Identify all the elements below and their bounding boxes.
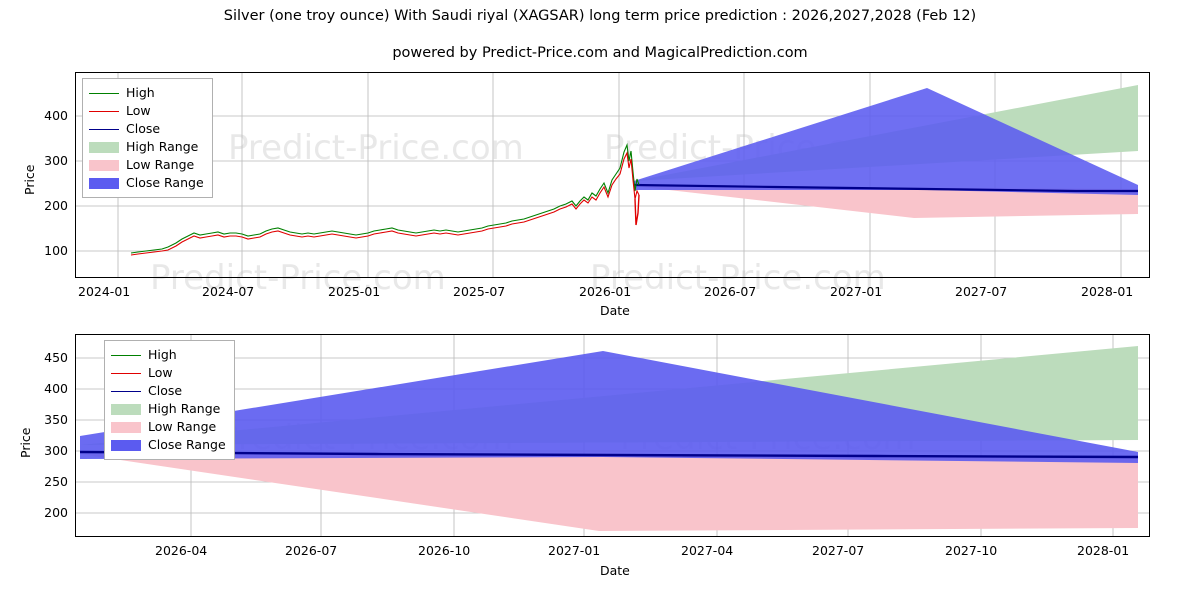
top-xtick-1: 2024-01 — [78, 284, 131, 299]
bottom-xtick-3: 2026-10 — [418, 543, 471, 558]
legend-item-high: High — [89, 84, 204, 102]
bottom-close-range-band — [80, 351, 1138, 463]
bottom-y-axis-label: Price — [18, 427, 33, 459]
legend-item-low: Low — [111, 364, 226, 382]
bottom-xtick-6: 2027-07 — [812, 543, 865, 558]
bottom-close-line — [79, 450, 1139, 459]
legend-label-close-range: Close Range — [148, 437, 226, 452]
legend-item-high-range: High Range — [89, 138, 204, 156]
top-xtick-9: 2028-01 — [1081, 284, 1134, 299]
legend-key-high — [111, 350, 141, 361]
legend-item-high: High — [111, 346, 226, 364]
bottom-ytick-250: 250 — [44, 474, 68, 489]
legend-key-close-range — [111, 439, 141, 451]
legend-key-low — [89, 106, 119, 117]
bottom-ytick-400: 400 — [44, 381, 68, 396]
top-low-spike — [634, 194, 640, 226]
top-ytick-400: 400 — [44, 108, 68, 123]
bottom-x-axis-label: Date — [600, 563, 630, 578]
page-subtitle: powered by Predict-Price.com and Magical… — [392, 45, 808, 61]
legend-key-high — [89, 88, 119, 99]
legend-item-low: Low — [89, 102, 204, 120]
bottom-xtick-7: 2027-10 — [945, 543, 998, 558]
bottom-ytick-450: 450 — [44, 350, 68, 365]
legend-label-low-range: Low Range — [148, 419, 217, 434]
top-high-line — [130, 142, 640, 254]
legend-label-low-range: Low Range — [126, 157, 195, 172]
top-chart-svg — [76, 73, 1149, 277]
legend-item-low-range: Low Range — [111, 418, 226, 436]
top-chart-plot-area — [75, 72, 1150, 278]
top-xtick-6: 2026-07 — [704, 284, 757, 299]
bottom-xtick-5: 2027-04 — [681, 543, 734, 558]
legend-label-high-range: High Range — [126, 139, 199, 154]
bottom-xtick-2: 2026-07 — [285, 543, 338, 558]
bottom-low-range-band — [80, 454, 1138, 531]
bottom-chart-plot-area — [75, 334, 1150, 537]
top-chart-legend: High Low Close High Range Low Range Clos… — [82, 78, 213, 198]
legend-item-high-range: High Range — [111, 400, 226, 418]
legend-item-close: Close — [111, 382, 226, 400]
legend-item-close-range: Close Range — [89, 174, 204, 192]
legend-key-low-range — [111, 421, 141, 433]
bottom-xtick-8: 2028-01 — [1077, 543, 1130, 558]
legend-key-close-range — [89, 177, 119, 189]
top-xtick-4: 2025-07 — [453, 284, 506, 299]
legend-label-close-range: Close Range — [126, 175, 204, 190]
top-ytick-200: 200 — [44, 198, 68, 213]
top-close-line — [633, 183, 1138, 193]
legend-label-high: High — [148, 347, 177, 362]
legend-item-close-range: Close Range — [111, 436, 226, 454]
top-xtick-7: 2027-01 — [830, 284, 883, 299]
top-xtick-8: 2027-07 — [955, 284, 1008, 299]
legend-item-low-range: Low Range — [89, 156, 204, 174]
top-ytick-300: 300 — [44, 153, 68, 168]
top-ytick-100: 100 — [44, 243, 68, 258]
top-xtick-2: 2024-07 — [202, 284, 255, 299]
bottom-ytick-300: 300 — [44, 443, 68, 458]
bottom-chart-svg — [76, 335, 1149, 536]
legend-label-close: Close — [148, 383, 183, 398]
bottom-xtick-4: 2027-01 — [548, 543, 601, 558]
bottom-ytick-200: 200 — [44, 505, 68, 520]
legend-label-high-range: High Range — [148, 401, 221, 416]
top-x-axis-label: Date — [600, 303, 630, 318]
legend-key-high-range — [111, 403, 141, 415]
bottom-ytick-350: 350 — [44, 412, 68, 427]
top-low-line — [130, 151, 640, 256]
top-y-axis-label: Price — [22, 164, 37, 196]
legend-label-low: Low — [148, 365, 173, 380]
top-xtick-5: 2026-01 — [579, 284, 632, 299]
page-title: Silver (one troy ounce) With Saudi riyal… — [223, 8, 977, 24]
legend-label-high: High — [126, 85, 155, 100]
legend-key-close — [89, 124, 119, 135]
bottom-chart-legend: High Low Close High Range Low Range Clos… — [104, 340, 235, 460]
top-low-range-band — [634, 186, 1138, 218]
top-close-range-band — [634, 88, 1138, 195]
legend-key-low — [111, 368, 141, 379]
legend-label-low: Low — [126, 103, 151, 118]
legend-key-close — [111, 386, 141, 397]
legend-label-close: Close — [126, 121, 161, 136]
legend-key-low-range — [89, 159, 119, 171]
legend-item-close: Close — [89, 120, 204, 138]
legend-key-high-range — [89, 141, 119, 153]
bottom-xtick-1: 2026-04 — [155, 543, 208, 558]
top-xtick-3: 2025-01 — [328, 284, 381, 299]
